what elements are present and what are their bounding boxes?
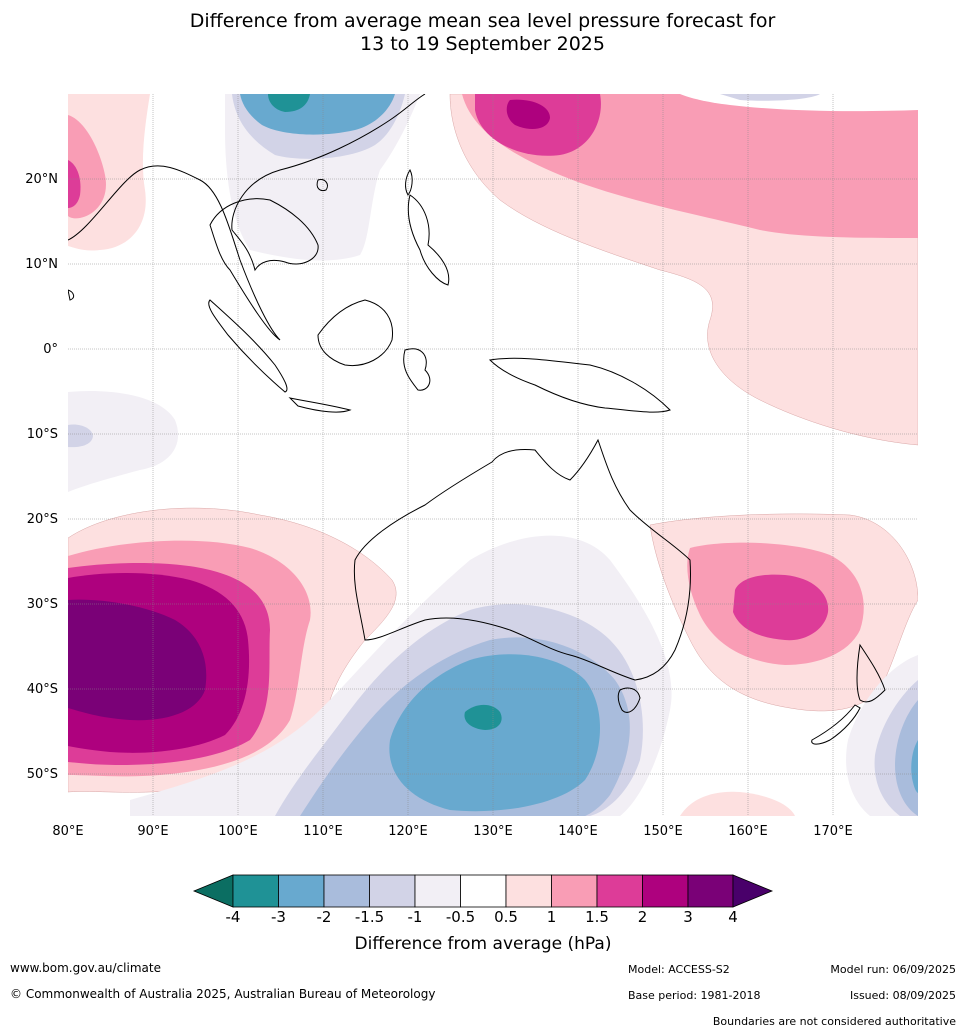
india-positive-anomaly [68, 94, 150, 251]
colorbar-bin [369, 874, 416, 908]
lat-label: 20°S [27, 512, 58, 527]
lat-label: 30°S [27, 597, 58, 612]
colorbar-high-extend [732, 874, 774, 908]
colorbar-bin [642, 874, 689, 908]
anomaly-fields [68, 94, 918, 816]
lat-label: 50°S [27, 767, 58, 782]
colorbar-tick-label: 1.5 [585, 908, 609, 926]
lat-label: 40°S [27, 682, 58, 697]
colorbar [192, 874, 774, 908]
pressure-anomaly-map: 20°N 10°N 0° 10°S 20°S 30°S 40°S 50°S 80… [25, 94, 918, 839]
lon-label: 150°E [643, 824, 683, 839]
colorbar-tick-label: -1.5 [355, 908, 384, 926]
title-line-2: 13 to 19 September 2025 [360, 33, 605, 55]
lon-label: 170°E [813, 824, 853, 839]
colorbar-tick-label: 2 [638, 908, 648, 926]
north-pacific-positive-anomaly [449, 94, 918, 446]
model-run-date: Model run: 06/09/2025 [830, 963, 956, 976]
map-title: Difference from average mean sea level p… [0, 10, 965, 56]
lon-label: 130°E [473, 824, 513, 839]
southern-indian-ocean-positive-anomaly [68, 507, 397, 793]
colorbar-bin [323, 874, 370, 908]
lat-label: 10°S [27, 427, 58, 442]
colorbar-bin [278, 874, 325, 908]
colorbar-bin [687, 874, 734, 908]
colorbar-tick-label: 1 [547, 908, 557, 926]
colorbar-bin [596, 874, 643, 908]
title-line-1: Difference from average mean sea level p… [189, 10, 776, 32]
lon-label: 120°E [388, 824, 428, 839]
lon-label: 110°E [303, 824, 343, 839]
south-china-negative-anomaly [225, 94, 420, 261]
colorbar-tick-label: -2 [317, 908, 332, 926]
lon-label: 140°E [558, 824, 598, 839]
colorbar-bin [505, 874, 552, 908]
website-link[interactable]: www.bom.gov.au/climate [10, 961, 161, 975]
longitude-labels: 80°E 90°E 100°E 110°E 120°E 130°E 140°E … [52, 824, 852, 839]
lat-label: 0° [43, 342, 58, 357]
lat-label: 20°N [25, 172, 58, 187]
colorbar-bin [460, 874, 507, 908]
colorbar-bin [414, 874, 461, 908]
southern-australia-negative-anomaly [130, 535, 672, 816]
indian-ocean-weak-negative [68, 390, 179, 492]
colorbar-ticks: -4 -3 -2 -1.5 -1 -0.5 0.5 1 1.5 2 3 4 [226, 908, 738, 926]
issued-date: Issued: 08/09/2025 [849, 989, 956, 1002]
lon-label: 160°E [728, 824, 768, 839]
coastlines [68, 94, 886, 745]
colorbar-tick-label: 3 [683, 908, 693, 926]
colorbar-tick-label: -4 [226, 908, 241, 926]
colorbar-bin [551, 874, 598, 908]
boundaries-disclaimer: Boundaries are not considered authoritat… [712, 1015, 956, 1028]
latitude-labels: 20°N 10°N 0° 10°S 20°S 30°S 40°S 50°S [25, 172, 58, 782]
base-period: Base period: 1981-2018 [628, 989, 761, 1002]
lon-label: 80°E [52, 824, 83, 839]
colorbar-low-extend [192, 874, 234, 908]
lon-label: 100°E [218, 824, 258, 839]
model-name: Model: ACCESS-S2 [628, 963, 730, 976]
colorbar-tick-label: -0.5 [446, 908, 475, 926]
colorbar-tick-label: -3 [271, 908, 286, 926]
copyright-text: © Commonwealth of Australia 2025, Austra… [10, 987, 436, 1001]
south-pacific-negative-anomaly [846, 655, 918, 816]
colorbar-tick-label: 0.5 [494, 908, 518, 926]
colorbar-title: Difference from average (hPa) [355, 934, 612, 954]
colorbar-bin [232, 874, 279, 908]
colorbar-tick-label: -1 [408, 908, 423, 926]
lat-label: 10°N [25, 257, 58, 272]
gridlines [68, 94, 918, 816]
tasman-positive-anomaly [649, 513, 918, 816]
colorbar-tick-label: 4 [728, 908, 738, 926]
lon-label: 90°E [137, 824, 168, 839]
